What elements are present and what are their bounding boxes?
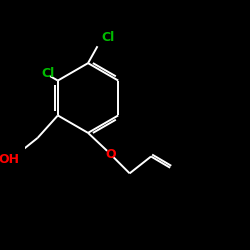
Text: Cl: Cl <box>41 67 54 80</box>
Text: OH: OH <box>0 152 20 166</box>
Text: O: O <box>105 148 116 161</box>
Text: Cl: Cl <box>102 31 115 44</box>
